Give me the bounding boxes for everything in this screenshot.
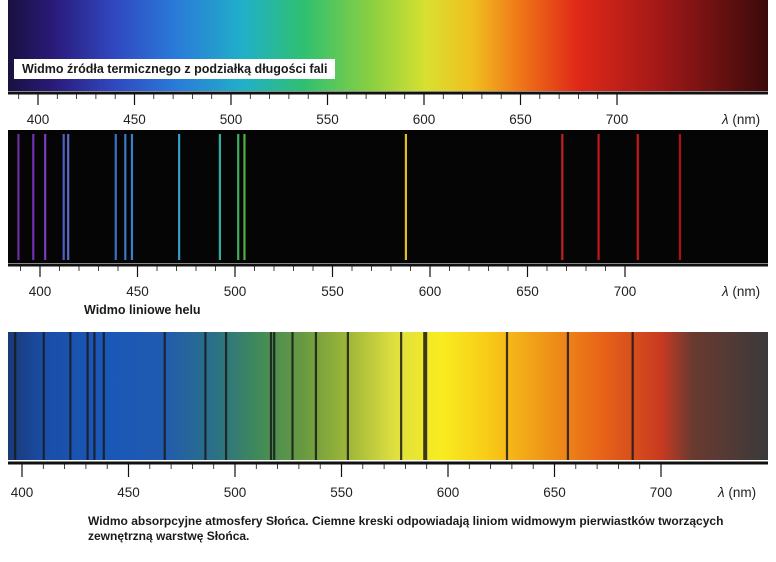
solar-absorption-line (93, 332, 96, 460)
solar-unit-label: λ (nm) (717, 485, 756, 500)
solar-absorption-line (400, 332, 403, 460)
helium-emission-line (597, 134, 600, 260)
helium-emission-line (32, 134, 35, 260)
axis-tick-label: 650 (509, 112, 532, 127)
axis-tick-label: 400 (11, 485, 34, 500)
solar-absorption-line (346, 332, 349, 460)
axis-tick-label: 700 (614, 284, 637, 299)
axis-tick-label: 450 (126, 284, 149, 299)
helium-emission-line (243, 134, 246, 260)
thermal-spectrum-panel: 400 450 500 550 600 650 700 λ (nm) Widmo źródł… (0, 0, 776, 130)
helium-background-band (8, 130, 768, 263)
axis-tick-label: 450 (117, 485, 140, 500)
helium-emission-line (218, 134, 221, 260)
axis-tick-label: 400 (29, 284, 52, 299)
helium-emission-lines (17, 134, 681, 260)
helium-emission-line (17, 134, 20, 260)
axis-tick-label: 650 (543, 485, 566, 500)
solar-absorption-line (291, 332, 294, 460)
axis-tick-label: 400 (27, 112, 50, 127)
thermal-axis: 400 450 500 550 600 650 700 (18, 93, 629, 127)
solar-spectrum-graphic: 400 450 500 550 600 650 700 λ (nm) (8, 332, 768, 500)
axis-tick-label: 600 (419, 284, 442, 299)
solar-absorption-line (505, 332, 509, 460)
axis-tick-label: 600 (437, 485, 460, 500)
helium-emission-line (678, 134, 681, 260)
solar-absorption-line (224, 332, 228, 460)
helium-emission-line (114, 134, 117, 260)
solar-absorption-line (566, 332, 570, 460)
helium-axis: 400 450 500 550 600 650 700 (20, 265, 637, 299)
solar-absorption-line (69, 332, 72, 460)
axis-tick-label: 550 (330, 485, 353, 500)
solar-absorption-line (631, 332, 634, 460)
helium-spectrum-graphic: 400 450 500 550 600 650 700 λ (nm) (8, 130, 768, 299)
axis-tick-label: 700 (650, 485, 673, 500)
helium-emission-line (561, 134, 564, 260)
solar-absorption-line (42, 332, 45, 460)
axis-tick-label: 500 (224, 485, 247, 500)
helium-emission-line (636, 134, 639, 260)
solar-spectrum-panel: 400 450 500 550 600 650 700 λ (nm) (0, 332, 776, 512)
helium-unit-label: λ (nm) (721, 284, 760, 299)
solar-absorption-line (204, 332, 207, 460)
solar-absorption-line (273, 332, 276, 460)
helium-emission-line (130, 134, 134, 260)
axis-tick-label: 700 (606, 112, 629, 127)
helium-emission-line (237, 134, 240, 260)
solar-absorption-line (14, 332, 17, 460)
axis-tick-label: 650 (516, 284, 539, 299)
solar-absorption-line (269, 332, 273, 460)
thermal-unit-label: λ (nm) (721, 112, 760, 127)
figure-caption: Widmo absorpcyjne atmosfery Słońca. Ciem… (88, 514, 724, 543)
helium-emission-line (124, 134, 127, 260)
axis-tick-label: 500 (224, 284, 247, 299)
helium-spectrum-panel: 400 450 500 550 600 650 700 λ (nm) Widmo linio… (0, 130, 776, 320)
solar-absorption-line (86, 332, 89, 460)
solar-absorption-lines (14, 332, 634, 460)
axis-tick-label: 550 (316, 112, 339, 127)
thermal-spectrum-title: Widmo źródła termicznego z podziałką dłu… (14, 59, 336, 79)
helium-emission-line (67, 134, 70, 260)
helium-emission-line (178, 134, 181, 260)
axis-tick-label: 600 (413, 112, 436, 127)
helium-emission-line (404, 134, 408, 260)
solar-absorption-line (102, 332, 105, 460)
solar-absorption-line (163, 332, 166, 460)
solar-axis: 400 450 500 550 600 650 700 (11, 463, 673, 500)
axis-tick-label: 500 (220, 112, 243, 127)
helium-spectrum-title: Widmo liniowe helu (84, 303, 201, 317)
solar-absorption-line (314, 332, 318, 460)
axis-tick-label: 450 (123, 112, 146, 127)
solar-absorption-line (423, 332, 428, 460)
solar-gradient-band (8, 332, 768, 460)
helium-emission-line (62, 134, 65, 260)
axis-tick-label: 550 (321, 284, 344, 299)
helium-emission-line (44, 134, 47, 260)
